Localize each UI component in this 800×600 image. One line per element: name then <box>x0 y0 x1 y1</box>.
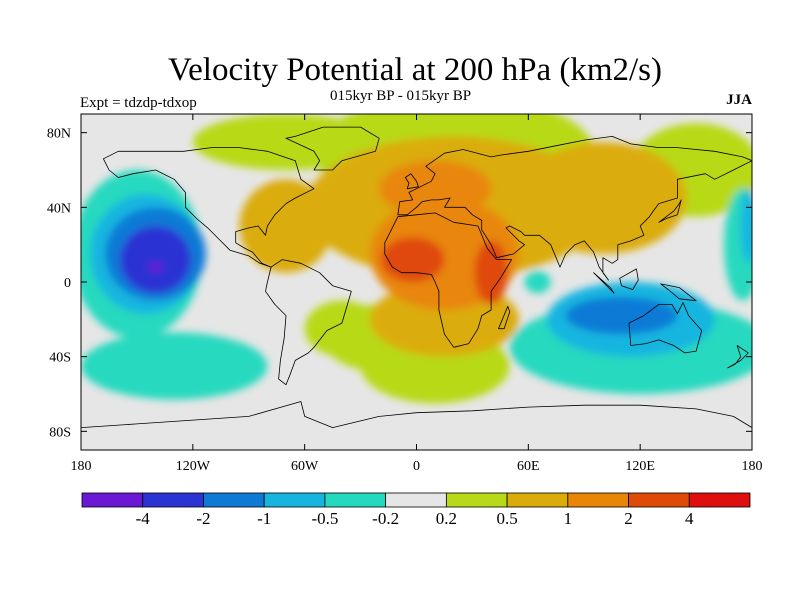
colorbar-swatch <box>688 492 751 508</box>
colorbar-swatch <box>263 492 326 508</box>
colorbar-label: -0.5 <box>311 509 338 528</box>
lat-tick-label: 80N <box>47 127 71 142</box>
coastline-antarctica <box>81 401 752 428</box>
coastline-japan <box>658 199 682 223</box>
lat-tick-label: 0 <box>64 276 71 291</box>
coastline-madagascar <box>498 305 511 330</box>
contour-region-4-4 <box>524 270 551 294</box>
coastline-greenland <box>285 126 380 171</box>
colorbar-swatch <box>324 492 387 508</box>
coastline-borneo <box>619 268 639 290</box>
contour-region-0-1 <box>192 114 380 170</box>
contour-region-6-1 <box>565 296 678 335</box>
colorbar-swatch <box>506 492 569 508</box>
colorbar-swatch <box>142 492 204 508</box>
map-area <box>81 114 752 450</box>
contour-region-7-0 <box>120 226 191 294</box>
coastline-new-zealand <box>727 345 749 369</box>
colorbar-label: 2 <box>624 509 633 528</box>
chart-subtitle: 015kyr BP - 015kyr BP <box>330 88 472 104</box>
contour-region-3-0 <box>381 237 445 282</box>
colorbar-label: -2 <box>196 509 210 528</box>
lat-tick-label: 40N <box>47 201 71 216</box>
coastline-sumatra <box>593 272 615 294</box>
colorbar-label: -4 <box>136 509 151 528</box>
lon-tick-label: 0 <box>413 459 420 474</box>
coastline-south-america <box>265 259 352 386</box>
lon-tick-label: 180 <box>71 459 92 474</box>
lon-tick-label: 60W <box>291 459 319 474</box>
colorbar-swatch <box>203 492 265 508</box>
coastline-north-america <box>103 147 315 268</box>
colorbar-swatch <box>81 492 144 508</box>
lat-tick-label: 40S <box>49 351 71 366</box>
experiment-label: Expt = tdzdp-tdxop <box>80 95 197 111</box>
contour-region-1-2 <box>239 179 333 273</box>
contour-fill-layer <box>81 114 752 404</box>
coastline-africa <box>384 212 512 348</box>
lon-tick-label: 180 <box>742 459 763 474</box>
contour-region-8-0 <box>148 262 164 272</box>
colorbar-label: 0.2 <box>436 509 457 528</box>
coastline-eurasia <box>397 136 752 281</box>
coastline-layer <box>81 126 752 428</box>
contour-region-2-1 <box>379 160 492 217</box>
chart-title: Velocity Potential at 200 hPa (km2/s) <box>167 52 663 88</box>
axis-ticks: 180 120W 60W 0 60E 120E 180 80N 40N 0 40S 80S <box>47 114 763 474</box>
season-label: JJA <box>726 92 752 108</box>
contour-region-5-2 <box>740 188 752 264</box>
colorbar-swatch <box>445 492 508 508</box>
coastline-australia <box>628 302 703 354</box>
colorbar-swatch <box>567 492 629 508</box>
lon-tick-label: 120E <box>625 459 655 474</box>
contour-region-4-2 <box>81 332 268 400</box>
colorbar-label: 4 <box>685 509 694 528</box>
colorbar-swatch <box>385 492 447 508</box>
colorbar-label: -0.2 <box>372 509 399 528</box>
colorbar-swatch <box>628 492 690 508</box>
lon-tick-label: 60E <box>517 459 540 474</box>
colorbar-label: -1 <box>257 509 271 528</box>
colorbar-label: 0.5 <box>496 509 517 528</box>
colorbar: -4 -2 -1 -0.5 -0.2 0.2 0.5 1 2 4 <box>81 492 751 528</box>
lon-tick-label: 120W <box>176 459 211 474</box>
lat-tick-label: 80S <box>49 425 71 440</box>
contour-region-1-1 <box>519 142 687 254</box>
colorbar-label: 1 <box>564 509 573 528</box>
coastline-new-guinea <box>660 283 697 302</box>
coastline-uk <box>404 173 419 190</box>
